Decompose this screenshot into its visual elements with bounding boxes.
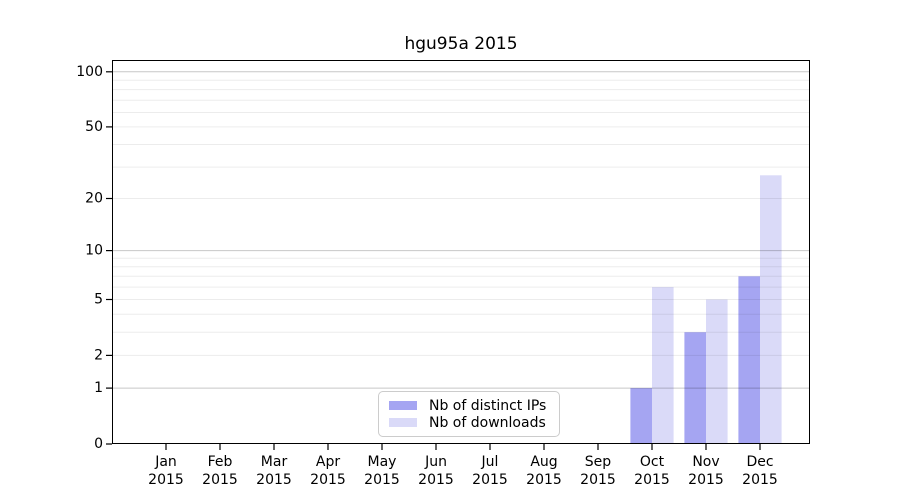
x-tick-label-year: 2015 [202, 472, 238, 488]
x-tick-label-month: Feb [208, 454, 233, 470]
y-tick-label: 0 [94, 436, 103, 452]
x-tick-label-month: Oct [640, 454, 665, 470]
bar-downloads-oct [652, 287, 674, 444]
x-tick-label-month: Apr [316, 454, 340, 470]
x-tick-label-year: 2015 [742, 472, 778, 488]
x-tick-label-year: 2015 [634, 472, 670, 488]
legend-item-distinct-ips: Nb of distinct IPs [389, 399, 546, 413]
x-tick-label-month: May [368, 454, 397, 470]
y-tick-label: 10 [85, 243, 103, 259]
x-axis: Jan 2015 Feb 2015 Mar 2015 Apr 2015 May 2015 Jun 20… [148, 444, 778, 488]
y-tick-label: 100 [76, 64, 103, 80]
bar-distinct-ips-nov [684, 332, 706, 444]
x-tick-label-year: 2015 [310, 472, 346, 488]
x-tick-label-month: Aug [530, 454, 557, 470]
legend-label-downloads: Nb of downloads [429, 414, 546, 431]
x-tick-label-year: 2015 [472, 472, 508, 488]
x-tick-label-month: Jan [154, 454, 177, 470]
legend-swatch-downloads [389, 418, 417, 427]
y-tick-label: 5 [94, 292, 103, 308]
x-tick-label-month: Sep [585, 454, 612, 470]
bar-distinct-ips-dec [738, 276, 760, 444]
legend-item-downloads: Nb of downloads [389, 416, 546, 430]
x-tick-label-year: 2015 [256, 472, 292, 488]
plot-spines [112, 60, 810, 444]
x-tick-label-year: 2015 [364, 472, 400, 488]
x-tick-label-month: Jun [424, 454, 447, 470]
x-tick-label-month: Mar [261, 454, 288, 470]
x-tick-label-year: 2015 [148, 472, 184, 488]
x-tick-label-year: 2015 [418, 472, 454, 488]
legend: Nb of distinct IPs Nb of downloads [378, 391, 561, 437]
x-tick-label-month: Nov [692, 454, 719, 470]
x-tick-label-year: 2015 [526, 472, 562, 488]
legend-label-distinct-ips: Nb of distinct IPs [429, 397, 547, 414]
bar-downloads-dec [760, 175, 782, 445]
x-tick-label-month: Jul [481, 454, 499, 470]
y-tick-label: 50 [85, 119, 103, 135]
bar-distinct-ips-oct [630, 388, 652, 444]
y-tick-label: 1 [94, 380, 103, 396]
bar-downloads-nov [706, 299, 728, 444]
legend-swatch-distinct-ips [389, 401, 417, 410]
gridlines [112, 71, 810, 389]
bars-group [630, 175, 782, 445]
x-tick-label-year: 2015 [580, 472, 616, 488]
x-tick-label-year: 2015 [688, 472, 724, 488]
y-axis: 0 1 2 5 10 20 50 100 [76, 64, 112, 452]
x-tick-label-month: Dec [746, 454, 773, 470]
chart-title: hgu95a 2015 [404, 34, 518, 54]
y-tick-label: 2 [94, 347, 103, 363]
y-tick-label: 20 [85, 191, 103, 207]
